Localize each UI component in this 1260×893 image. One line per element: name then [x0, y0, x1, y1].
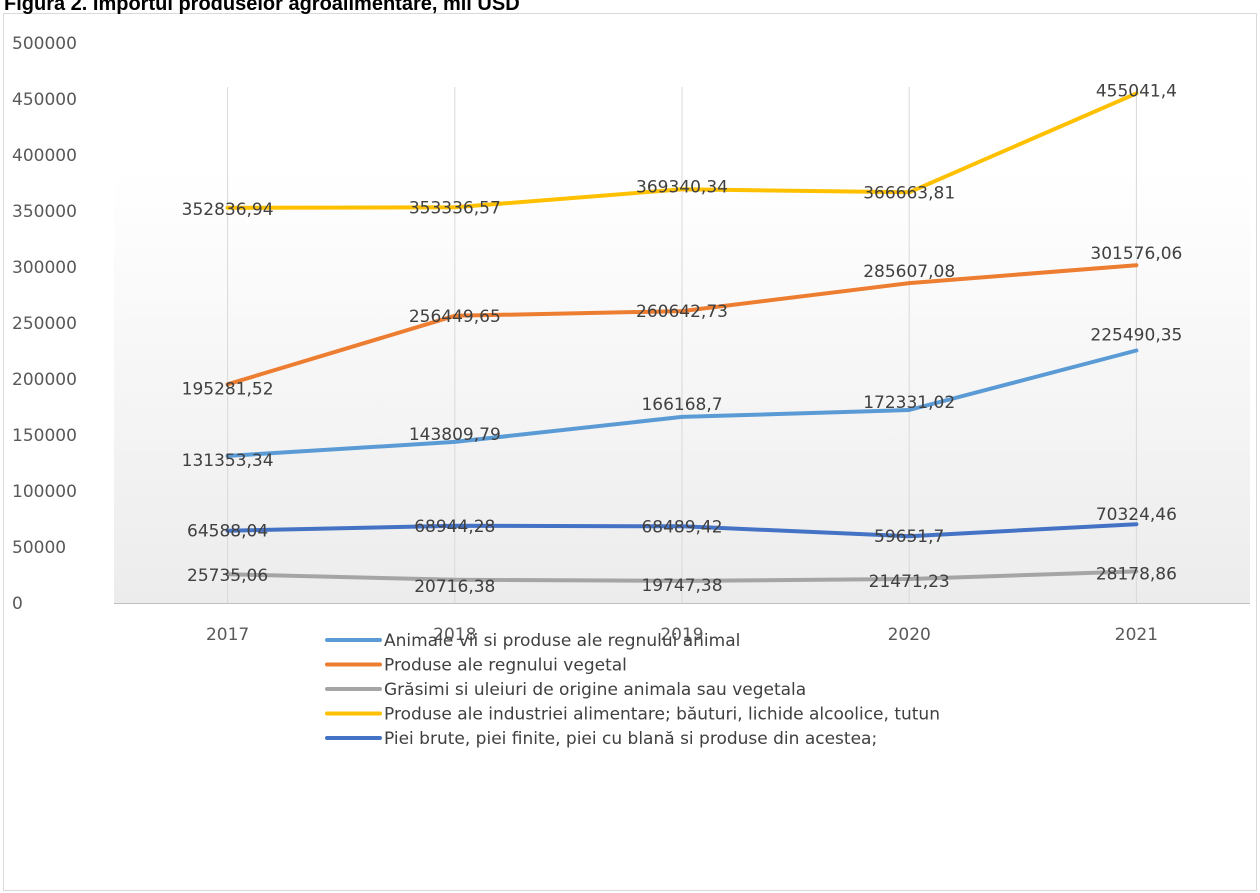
data-label: 21471,23	[869, 572, 950, 592]
axes: 0 50000 100000 150000 200000 250000 300000 3500…	[12, 34, 1250, 645]
data-label: 68489,42	[641, 517, 722, 537]
legend-label-5: Piei brute, piei finite, piei cu blană s…	[384, 729, 877, 749]
x-tick-label: 2020	[888, 625, 931, 645]
data-label: 285607,08	[863, 262, 955, 282]
data-label: 70324,46	[1096, 505, 1177, 525]
y-tick-label: 250000	[12, 314, 77, 334]
legend-label-4: Produse ale industriei alimentare; băutu…	[384, 705, 940, 725]
data-label: 131353,34	[182, 451, 274, 471]
y-tick-label: 50000	[12, 538, 66, 558]
data-label: 68944,28	[414, 517, 495, 537]
data-label: 25735,06	[187, 566, 268, 586]
data-label: 172331,02	[863, 393, 955, 413]
x-tick-label: 2017	[206, 625, 249, 645]
data-label: 260642,73	[636, 302, 728, 322]
data-label: 352836,94	[182, 200, 274, 220]
data-label: 366663,81	[863, 183, 955, 203]
series-lines	[225, 91, 1139, 583]
data-label: 301576,06	[1090, 244, 1182, 264]
series-line-1	[225, 348, 1139, 458]
series-line-2	[225, 263, 1139, 387]
data-label: 256449,65	[409, 307, 501, 327]
y-tick-label: 300000	[12, 258, 77, 278]
x-tick-label: 2018	[433, 625, 476, 645]
y-tick-label: 0	[12, 594, 23, 614]
data-label: 353336,57	[409, 198, 501, 218]
y-tick-label: 450000	[12, 90, 77, 110]
legend-label-2: Produse ale regnului vegetal	[384, 656, 627, 676]
data-label: 59651,7	[874, 527, 944, 547]
data-label: 225490,35	[1090, 325, 1182, 345]
y-tick-label: 500000	[12, 34, 77, 54]
y-tick-label: 350000	[12, 202, 77, 222]
series-line-4	[225, 91, 1139, 210]
data-label: 369340,34	[636, 177, 728, 197]
data-label: 195281,52	[182, 379, 274, 399]
y-tick-label: 400000	[12, 146, 77, 166]
data-label: 455041,4	[1096, 81, 1177, 101]
series-line-5	[225, 522, 1139, 539]
legend-label-1: Animale vii si produse ale regnului anim…	[384, 631, 740, 651]
data-label: 64588,04	[187, 522, 268, 542]
y-tick-label: 100000	[12, 482, 77, 502]
data-label: 143809,79	[409, 425, 501, 445]
x-tick-label: 2021	[1115, 625, 1158, 645]
data-labels: 131353,34 143809,79 166168,7 172331,02 22549…	[182, 81, 1183, 596]
figure-title: Figura 2. Importul produselor agroalimen…	[4, 0, 520, 15]
legend-label-3: Grăsimi si uleiuri de origine animala sa…	[384, 680, 806, 700]
data-label: 19747,38	[641, 576, 722, 596]
data-label: 166168,7	[641, 395, 722, 415]
y-tick-label: 200000	[12, 370, 77, 390]
series-line-3	[225, 569, 1139, 583]
data-label: 28178,86	[1096, 564, 1177, 584]
gridlines	[227, 87, 1137, 603]
x-tick-label: 2019	[660, 625, 703, 645]
data-label: 20716,38	[414, 577, 495, 597]
legend: Animale vii si produse ale regnului anim…	[325, 631, 940, 749]
y-tick-label: 150000	[12, 426, 77, 446]
